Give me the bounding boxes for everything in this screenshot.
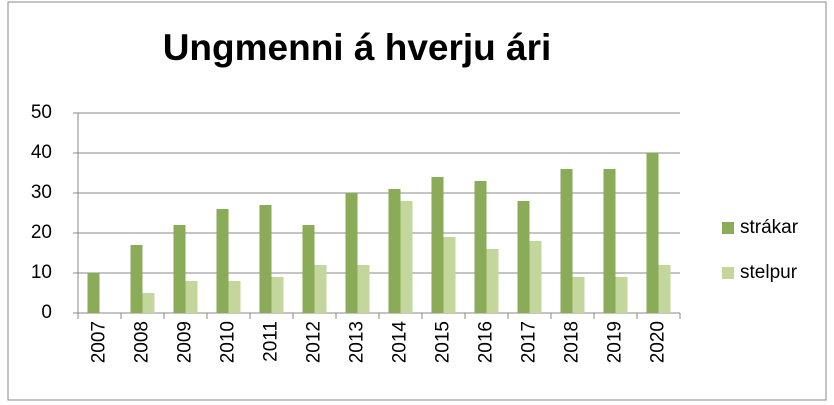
legend-swatch [722, 222, 734, 234]
bar [87, 273, 100, 313]
bar [615, 277, 628, 313]
bar [357, 265, 370, 313]
y-tick-label: 30 [31, 182, 52, 203]
x-tick-label: 2019 [605, 321, 626, 363]
x-tick-label: 2014 [390, 321, 411, 364]
bar [142, 293, 155, 313]
bar [173, 225, 186, 313]
bar [431, 177, 444, 313]
x-tick-label: 2007 [89, 321, 110, 363]
x-tick-label: 2020 [648, 321, 669, 363]
bar [400, 201, 413, 313]
y-tick-label: 50 [31, 102, 52, 123]
bar [443, 237, 456, 313]
bar [130, 245, 143, 313]
bar [603, 169, 616, 313]
bar [271, 277, 284, 313]
legend-label: strákar [740, 217, 799, 238]
bar [658, 265, 671, 313]
bar [314, 265, 327, 313]
x-tick-label: 2008 [132, 321, 153, 363]
bar [302, 225, 315, 313]
bar [529, 241, 542, 313]
bar [572, 277, 585, 313]
x-tick-label: 2012 [304, 321, 325, 363]
chart-title: Ungmenni á hverju ári [163, 27, 552, 68]
bar [388, 189, 401, 313]
x-tick-label: 2018 [562, 321, 583, 363]
x-tick-label: 2011 [261, 321, 282, 362]
y-tick-label: 0 [41, 302, 52, 323]
bar [345, 193, 358, 313]
x-tick-label: 2009 [175, 321, 196, 363]
bar [517, 201, 530, 313]
x-tick-label: 2013 [347, 321, 368, 363]
legend-swatch [722, 267, 734, 279]
x-tick-label: 2017 [519, 321, 540, 363]
bar [228, 281, 241, 313]
bar [185, 281, 198, 313]
y-tick-label: 20 [31, 222, 52, 243]
y-tick-label: 10 [31, 262, 52, 283]
bar [560, 169, 573, 313]
bar [646, 153, 659, 313]
y-tick-label: 40 [31, 142, 52, 163]
bar [474, 181, 487, 313]
bar [486, 249, 499, 313]
bar [216, 209, 229, 313]
x-tick-label: 2010 [218, 321, 239, 363]
bar [259, 205, 272, 313]
chart-border [7, 1, 827, 401]
x-tick-label: 2016 [476, 321, 497, 363]
x-tick-label: 2015 [433, 321, 454, 363]
legend-label: stelpur [740, 262, 798, 283]
